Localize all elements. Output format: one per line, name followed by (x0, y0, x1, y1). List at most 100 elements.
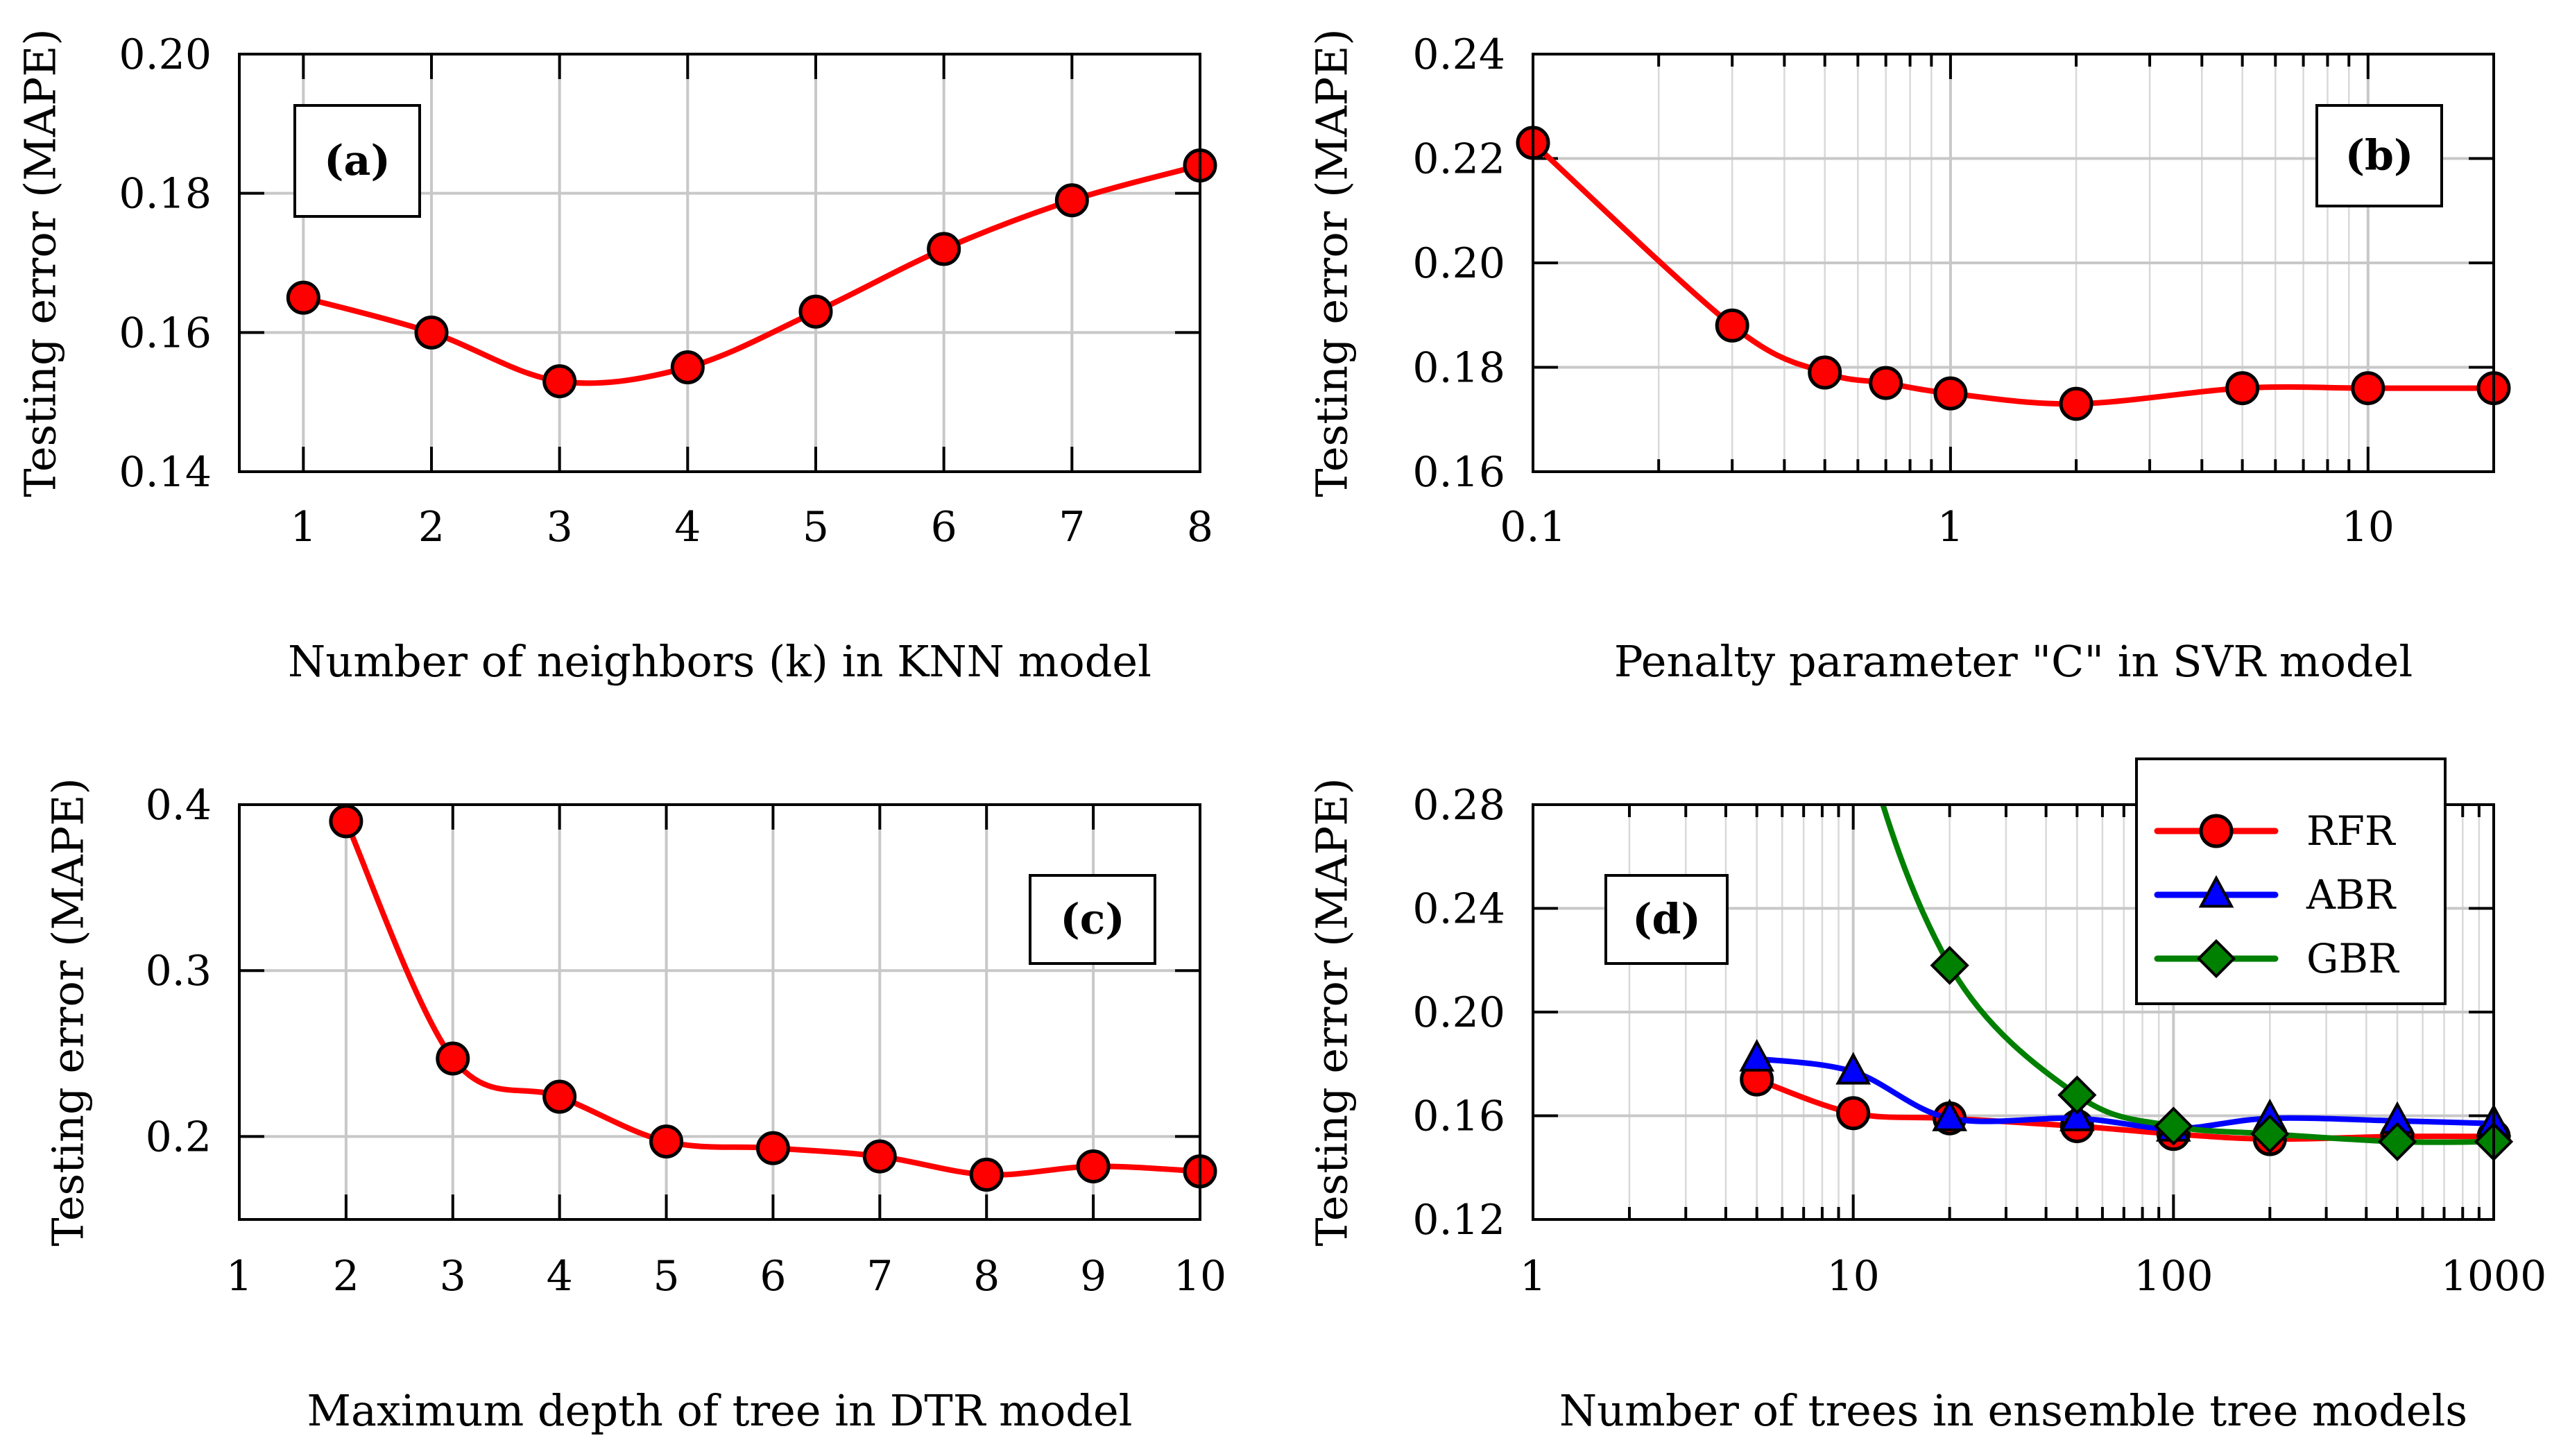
x-tick-label: 5 (803, 503, 829, 551)
knn-point (286, 280, 320, 315)
svr-point (1808, 355, 1842, 390)
legend-label: ABR (2306, 871, 2397, 918)
x-tick-label: 1 (1937, 503, 1964, 551)
plot-frame (1532, 803, 2495, 1221)
panel-label: (a) (324, 137, 391, 185)
gbr-point (2250, 1114, 2290, 1154)
panel-d: 1 10 100 1000 0.12 0.16 0.20 0.24 0.28 (d) Number … (1307, 757, 2547, 1436)
gbr-point (2057, 1075, 2097, 1115)
y-tick-label: 0.24 (1412, 31, 1505, 79)
svr-point (1715, 308, 1749, 343)
x-tick-label: 3 (440, 1252, 466, 1301)
x-axis-label: Maximum depth of tree in DTR model (307, 1385, 1133, 1436)
dtr-point (862, 1139, 897, 1174)
y-tick-label: 0.4 (146, 781, 212, 830)
x-tick-label: 9 (1080, 1252, 1106, 1301)
dtr-point (542, 1079, 577, 1114)
x-axis-label: Penalty parameter "C" in SVR model (1614, 636, 2413, 687)
y-tick-label: 0.2 (146, 1113, 212, 1161)
y-tick-label: 0.16 (119, 309, 212, 357)
y-axis-label: Testing error (MAPE) (1307, 778, 1357, 1246)
panel-label: (b) (2345, 132, 2414, 180)
svr-point (1869, 366, 1903, 400)
svr-point (2351, 371, 2386, 406)
series-abr-line (1754, 1056, 2494, 1132)
legend-label: RFR (2306, 807, 2397, 855)
x-tick-label: 7 (1059, 503, 1085, 551)
gbr-point (2377, 1122, 2417, 1162)
x-tick-label: 10 (1174, 1252, 1226, 1301)
x-axis-label: Number of trees in ensemble tree models (1559, 1385, 2467, 1436)
y-tick-label: 0.22 (1412, 135, 1505, 184)
abr-point (1739, 1038, 1775, 1072)
x-tick-label: 7 (866, 1252, 893, 1301)
x-tick-label: 1 (1520, 1252, 1546, 1301)
x-tick-label: 10 (2342, 503, 2395, 551)
knn-point (542, 364, 577, 399)
panel-label: (d) (1632, 896, 1701, 944)
legend-entry-gbr: GBR (2154, 935, 2400, 982)
abr-point (1932, 1098, 1967, 1131)
panel-a: 1 2 3 4 5 6 7 8 0.14 0.16 0.18 0.20 (a) Number of nei… (15, 28, 1217, 687)
knn-point (670, 350, 705, 384)
y-tick-label: 0.18 (119, 170, 212, 219)
panel-label-box (1604, 874, 1729, 965)
legend-box (2135, 757, 2447, 1005)
dtr-point (649, 1124, 684, 1159)
legend-entry-rfr: RFR (2154, 807, 2397, 855)
panel-label-box (293, 104, 421, 218)
dtr-point (969, 1157, 1004, 1192)
y-tick-label: 0.16 (1412, 1093, 1505, 1141)
x-tick-label: 1 (290, 503, 316, 551)
panel-b: 0.1 1 10 0.16 0.18 0.20 0.22 0.24 (b) Penalty par… (1307, 28, 2511, 687)
plot-frame (238, 53, 1201, 473)
gbr-point (2154, 1106, 2193, 1146)
series-gbr-markers (1930, 945, 2514, 1162)
legend-entry-abr: ABR (2154, 871, 2397, 918)
svr-point (1933, 376, 1968, 411)
y-tick-label: 0.14 (119, 448, 212, 497)
abr-point (2059, 1098, 2095, 1131)
series-knn-markers (286, 148, 1217, 399)
svr-point (2225, 371, 2260, 406)
panel-label-box (1029, 874, 1156, 965)
x-tick-label: 100 (2134, 1252, 2213, 1301)
panel-label: (c) (1060, 896, 1124, 944)
plot-frame (238, 803, 1201, 1221)
x-tick-label: 8 (1187, 503, 1213, 551)
y-tick-label: 0.16 (1412, 448, 1505, 497)
y-tick-label: 0.20 (119, 31, 212, 79)
y-tick-label: 0.12 (1412, 1196, 1505, 1244)
x-tick-label: 0.1 (1500, 503, 1566, 551)
gbr-point (1930, 945, 1969, 985)
x-tick-label: 4 (674, 503, 701, 551)
dtr-point (329, 804, 363, 839)
plot-frame (1532, 53, 2495, 473)
y-tick-label: 0.18 (1412, 344, 1505, 393)
panel-c: 1 2 3 4 5 6 7 8 9 10 0.2 0.3 0.4 (c) Maximum depth of … (43, 778, 1227, 1436)
legend-marker (2199, 814, 2234, 848)
y-tick-label: 0.24 (1412, 885, 1505, 934)
y-tick-label: 0.20 (1412, 988, 1505, 1037)
knn-point (1054, 183, 1089, 218)
x-tick-label: 2 (418, 503, 445, 551)
x-axis-label: Number of neighbors (k) in KNN model (288, 636, 1151, 687)
y-tick-label: 0.3 (146, 947, 212, 995)
panel-label-box (2315, 104, 2443, 207)
knn-point (927, 232, 961, 266)
y-tick-label: 0.20 (1412, 239, 1505, 288)
series-knn-line (300, 162, 1200, 386)
series-gbr-line (1880, 805, 2494, 1145)
x-tick-label: 2 (333, 1252, 359, 1301)
dtr-point (1076, 1149, 1111, 1183)
legend-marker (2196, 939, 2236, 979)
dtr-point (436, 1041, 470, 1076)
x-tick-label: 6 (931, 503, 957, 551)
dtr-point (755, 1131, 790, 1165)
rfr-point (1836, 1096, 1871, 1131)
y-axis-label: Testing error (MAPE) (43, 778, 94, 1246)
knn-point (798, 294, 833, 329)
series-abr (1754, 1056, 2494, 1132)
x-tick-label: 1000 (2441, 1252, 2547, 1301)
